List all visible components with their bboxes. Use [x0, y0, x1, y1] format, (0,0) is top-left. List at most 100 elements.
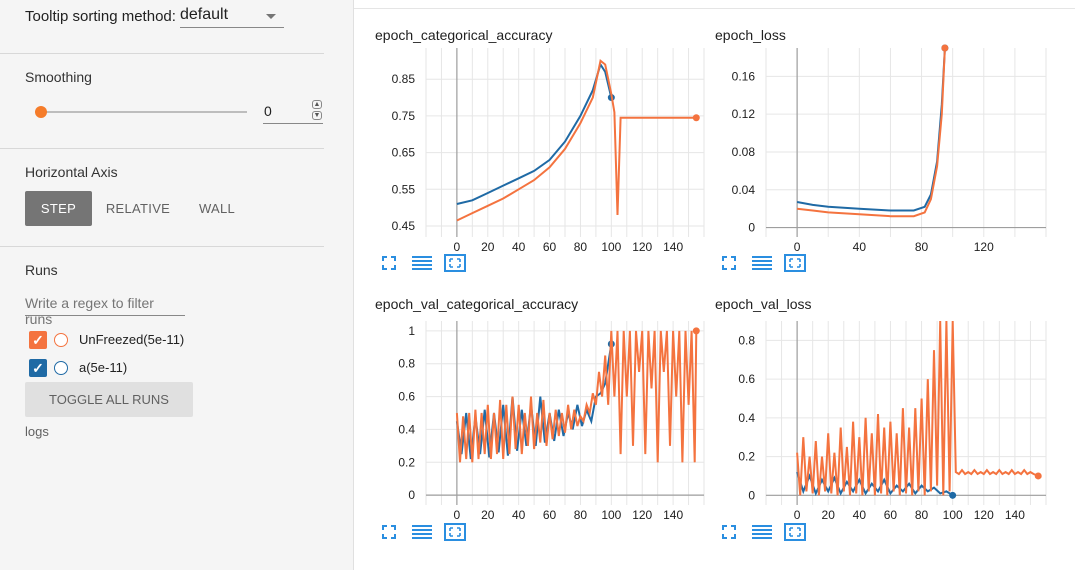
y-tick-label: 0 [748, 221, 755, 235]
y-tick-label: 0 [748, 488, 755, 502]
x-tick-label: 100 [943, 508, 963, 522]
sidebar: Tooltip sorting method: default Smoothin… [0, 0, 354, 570]
y-tick-label: 0.75 [392, 109, 416, 123]
chart-title: epoch_categorical_accuracy [375, 27, 553, 43]
fullscreen-icon[interactable] [382, 525, 396, 539]
fit-domain-icon[interactable] [784, 523, 806, 541]
run-checkbox-unfreezed[interactable]: ✓ [29, 331, 47, 349]
y-tick-label: 0.4 [738, 411, 755, 425]
y-tick-label: 1 [408, 324, 415, 338]
series-line [455, 330, 698, 463]
chart-svg[interactable]: 0.45 0.55 0.65 0.75 0.85 0 20 40 60 80 100 120 140 [354, 0, 705, 268]
smoothing-slider-track[interactable] [40, 111, 247, 113]
chart-card-epoch-val-loss: epoch_val_loss 0 0.2 0.4 0.6 0.8 0 20 40 60 80 100… [694, 269, 1047, 541]
chart-card-epoch-loss: epoch_loss 0 0.04 0.08 0.12 0.16 0 40 80 120 [694, 0, 1047, 272]
axis-step-button[interactable]: STEP [25, 191, 92, 226]
chart-card-epoch-categorical-accuracy: epoch_categorical_accuracy 0.45 0.55 0.65 0… [354, 0, 705, 272]
run-filter-input[interactable]: Write a regex to filter runs [25, 292, 185, 327]
chart-svg[interactable]: 0 0.2 0.4 0.6 0.8 1 0 20 40 60 80 100 120 140 [354, 269, 705, 537]
series-end-point [1034, 472, 1042, 480]
x-tick-label: 80 [915, 240, 929, 254]
y-tick-label: 0.4 [398, 422, 415, 436]
y-tick-label: 0.04 [732, 183, 756, 197]
chart-svg[interactable]: 0 0.2 0.4 0.6 0.8 0 20 40 60 80 100 120 140 [694, 269, 1047, 537]
y-tick-label: 0.45 [392, 219, 416, 233]
y-tick-label: 0.85 [392, 72, 416, 86]
run-label-unfreezed: UnFreezed(5e-11) [79, 332, 185, 347]
series-line [796, 48, 946, 212]
toggle-log-scale-icon[interactable] [412, 525, 432, 539]
x-tick-label: 0 [794, 240, 801, 254]
y-tick-label: 0.2 [738, 450, 755, 464]
y-tick-label: 0.6 [738, 372, 755, 386]
x-tick-label: 40 [853, 240, 867, 254]
y-tick-label: 0.08 [732, 145, 756, 159]
y-tick-label: 0.6 [398, 390, 415, 404]
y-tick-label: 0.8 [738, 333, 755, 347]
logs-label: logs [25, 424, 49, 439]
series-end-point [941, 44, 949, 52]
toggle-log-scale-icon[interactable] [412, 256, 432, 270]
x-tick-label: 100 [601, 240, 621, 254]
chart-title: epoch_val_categorical_accuracy [375, 296, 579, 312]
divider [0, 148, 324, 149]
x-tick-label: 80 [574, 508, 588, 522]
x-tick-label: 60 [543, 508, 557, 522]
main-top-strip [354, 0, 1075, 9]
run-color-swatch[interactable] [54, 361, 68, 375]
x-tick-label: 120 [632, 508, 652, 522]
y-tick-label: 0.16 [732, 69, 756, 83]
series-line [456, 59, 697, 222]
divider [0, 246, 324, 247]
toggle-log-scale-icon[interactable] [752, 256, 772, 270]
x-tick-label: 120 [974, 240, 994, 254]
x-tick-label: 20 [481, 508, 495, 522]
spin-down-icon[interactable]: ▼ [312, 111, 322, 120]
toggle-all-runs-button[interactable]: TOGGLE ALL RUNS [25, 382, 193, 417]
fullscreen-icon[interactable] [382, 256, 396, 270]
axis-relative-button[interactable]: RELATIVE [105, 201, 171, 216]
x-tick-label: 60 [884, 508, 898, 522]
chart-svg[interactable]: 0 0.04 0.08 0.12 0.16 0 40 80 120 [694, 0, 1047, 268]
x-tick-label: 40 [512, 240, 526, 254]
x-tick-label: 80 [574, 240, 588, 254]
fit-domain-icon[interactable] [784, 254, 806, 272]
runs-title: Runs [25, 262, 58, 278]
run-color-swatch[interactable] [54, 333, 68, 347]
horizontal-axis-title: Horizontal Axis [25, 164, 118, 180]
x-tick-label: 0 [794, 508, 801, 522]
divider [0, 53, 324, 54]
x-tick-label: 100 [601, 508, 621, 522]
toggle-log-scale-icon[interactable] [752, 525, 772, 539]
smoothing-value: 0 [264, 103, 272, 119]
smoothing-input[interactable]: 0 ▲ ▼ [263, 100, 323, 124]
x-tick-label: 140 [663, 240, 683, 254]
smoothing-title: Smoothing [25, 69, 92, 85]
fullscreen-icon[interactable] [722, 256, 736, 270]
fullscreen-icon[interactable] [722, 525, 736, 539]
spin-up-icon[interactable]: ▲ [312, 100, 322, 109]
y-tick-label: 0 [408, 488, 415, 502]
chart-card-epoch-val-categorical-accuracy: epoch_val_categorical_accuracy 0 0.2 0.4 0.… [354, 269, 705, 541]
x-tick-label: 120 [632, 240, 652, 254]
series-end-point [692, 114, 700, 122]
x-tick-label: 20 [822, 508, 836, 522]
fit-domain-icon[interactable] [444, 523, 466, 541]
series-end-point [692, 327, 700, 335]
fit-domain-icon[interactable] [444, 254, 466, 272]
tooltip-sorting-label: Tooltip sorting method: [25, 8, 176, 25]
run-label-a: a(5e-11) [79, 360, 128, 375]
x-tick-label: 120 [974, 508, 994, 522]
axis-wall-button[interactable]: WALL [198, 201, 236, 216]
run-filter-placeholder: Write a regex to filter runs [25, 295, 154, 327]
run-checkbox-a[interactable]: ✓ [29, 359, 47, 377]
tooltip-sorting-select[interactable]: default [180, 4, 284, 28]
series-line [796, 321, 1039, 496]
x-tick-label: 40 [853, 508, 867, 522]
y-tick-label: 0.12 [732, 107, 756, 121]
x-tick-label: 80 [915, 508, 929, 522]
smoothing-slider-handle[interactable] [35, 106, 47, 118]
tooltip-sorting-value: default [180, 6, 229, 23]
y-tick-label: 0.55 [392, 182, 416, 196]
y-tick-label: 0.8 [398, 357, 415, 371]
